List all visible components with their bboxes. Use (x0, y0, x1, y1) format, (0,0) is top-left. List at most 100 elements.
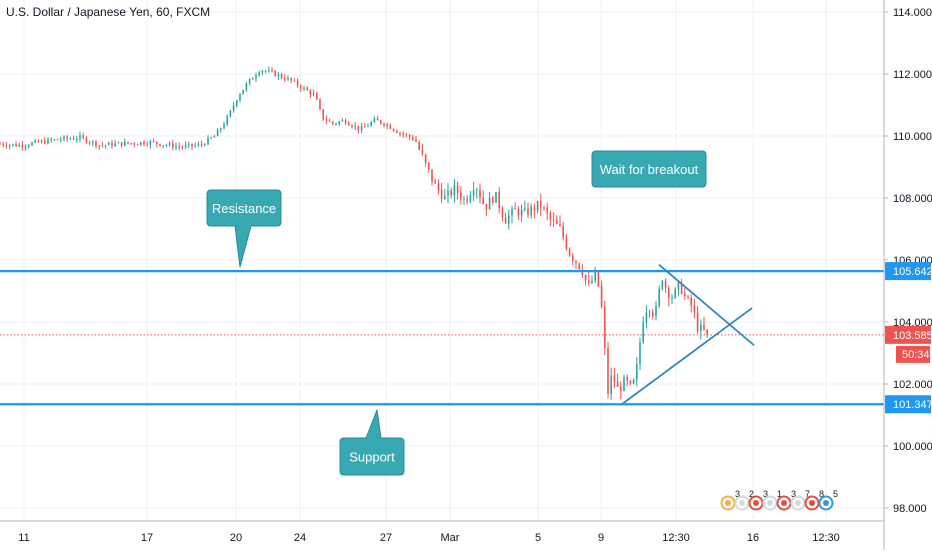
candle-body (338, 121, 340, 124)
candle-body (184, 144, 187, 148)
x-tick-label: 12:30 (812, 532, 840, 544)
candle-body (591, 280, 593, 283)
candle-body (12, 143, 14, 145)
support-callout-shape (339, 409, 405, 476)
candle-body (527, 208, 529, 216)
candle-body (117, 142, 120, 144)
candle-body (479, 189, 481, 198)
candle-body (437, 183, 440, 190)
resistance-price-label: 105.642 (893, 266, 932, 278)
candle-body (0, 143, 1, 145)
candle-body (245, 83, 248, 90)
candle-body (328, 120, 331, 122)
candle-body (530, 206, 532, 216)
candle-body (325, 119, 328, 121)
candle-body (200, 144, 203, 146)
resistance-callout-label: Resistance (212, 201, 276, 216)
countdown-badge (896, 345, 930, 363)
event-marker-count: 3 (763, 489, 768, 499)
candle-body (306, 87, 308, 91)
candle-body (572, 255, 574, 262)
candle-body (332, 121, 334, 124)
candle-body (610, 375, 612, 394)
x-tick-label: 24 (294, 532, 306, 544)
event-marker-dot (753, 500, 759, 506)
candle-body (562, 225, 564, 238)
candle-body (380, 120, 382, 124)
candle-body (392, 128, 395, 131)
candle-body (15, 143, 17, 147)
candle-body (597, 271, 600, 287)
event-marker-count: 3 (735, 489, 740, 499)
candle-body (280, 74, 283, 78)
candle-body (453, 184, 456, 196)
candle-body (600, 286, 603, 307)
current-price-label: 103.585 (893, 330, 932, 342)
candle-body (629, 380, 632, 384)
event-marker-count: 7 (805, 489, 810, 499)
candle-body (501, 208, 504, 218)
x-tick-label: 9 (598, 532, 604, 544)
candle-body (28, 145, 30, 147)
candle-body (322, 109, 324, 120)
candle-body (421, 149, 424, 155)
candle-body (165, 145, 168, 147)
candle-body (677, 282, 680, 290)
candle-body (34, 140, 36, 143)
x-tick-label: 12:30 (662, 532, 690, 544)
y-tick-label: 98.000 (893, 503, 927, 515)
overlays (0, 263, 884, 406)
candle-body (460, 192, 462, 200)
candle-body (319, 99, 321, 110)
candle-body (684, 293, 686, 297)
candle-body (95, 141, 97, 147)
y-tick-label: 110.000 (893, 131, 932, 143)
candle-body (181, 146, 184, 148)
candle-body (674, 289, 676, 298)
candle-body (658, 288, 660, 306)
candle-body (578, 263, 580, 270)
candle-body (223, 124, 225, 129)
candle-body (418, 141, 420, 150)
candle-body (357, 125, 360, 131)
candle-body (671, 297, 673, 299)
triangle-lower-trendline (621, 307, 753, 405)
candle-body (492, 197, 494, 203)
candle-body (248, 78, 251, 84)
candle-body (543, 207, 545, 209)
x-tick-label: 20 (230, 532, 242, 544)
candle-body (229, 110, 232, 117)
support-price-label: 101.347 (893, 399, 932, 411)
candle-body (255, 75, 257, 79)
candle-body (396, 130, 398, 133)
candle-body (8, 144, 11, 147)
candle-body (111, 142, 113, 147)
candle-body (44, 140, 46, 144)
candle-body (703, 324, 705, 330)
candle-body (456, 184, 459, 193)
candle-body (498, 191, 500, 209)
candle-body (127, 141, 129, 144)
candle-body (440, 189, 443, 200)
candle-body (623, 376, 625, 391)
candle-body (620, 386, 622, 391)
triangle-upper-trendline (658, 263, 755, 346)
candle-body (69, 138, 72, 140)
callouts: Resistance Support Wait for breakout (206, 150, 707, 476)
candle-body (645, 312, 648, 323)
candle-body (204, 144, 206, 146)
y-tick-label: 100.000 (893, 441, 932, 453)
event-marker-count: 5 (833, 489, 838, 499)
candle-body (210, 137, 212, 139)
candle-body (101, 145, 104, 147)
candle-body (335, 123, 337, 125)
event-marker-count: 1 (777, 489, 782, 499)
candle-body (412, 137, 414, 140)
candle-body (536, 200, 539, 211)
candle-body (354, 125, 356, 127)
candle-body (18, 144, 20, 147)
candle-body (92, 141, 94, 143)
grid-lines (0, 0, 884, 521)
